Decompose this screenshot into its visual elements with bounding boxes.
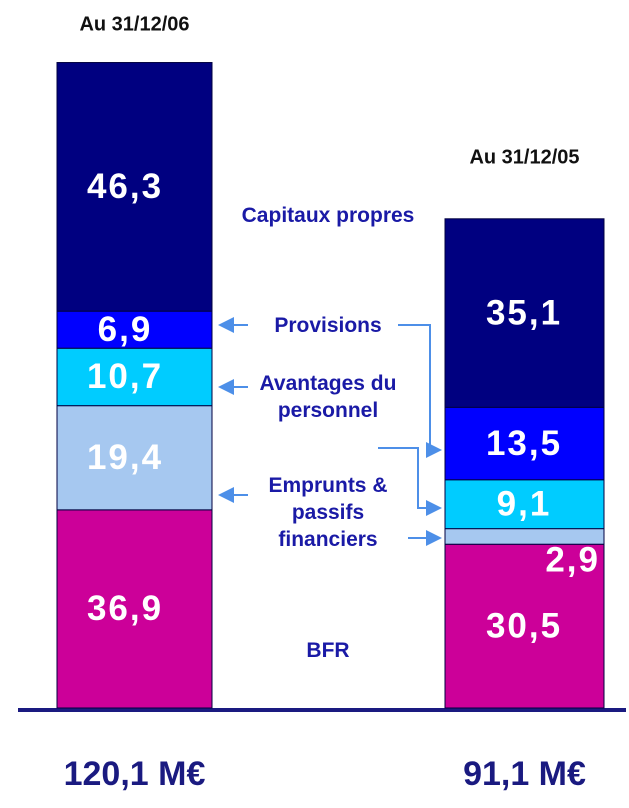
bar-segment: [56, 347, 213, 407]
category-label: Au 31/12/05: [469, 146, 579, 168]
bar-segment: [444, 406, 605, 481]
value-label: 30,5: [486, 606, 562, 645]
bar-segment: [56, 310, 213, 349]
value-label: 9,1: [497, 484, 552, 523]
value-label: 6,9: [98, 310, 153, 349]
bar-segment: [56, 509, 213, 709]
category-label: Au 31/12/06: [79, 13, 189, 35]
bar-segment: [444, 479, 605, 530]
value-label: 13,5: [486, 424, 562, 463]
value-label: 35,1: [486, 293, 562, 332]
legend-label: Provisions: [274, 314, 382, 337]
bar-segment: [56, 62, 213, 312]
total-label: 91,1 M€: [463, 755, 586, 793]
bar-segment: [444, 218, 605, 408]
legend-label: Capitaux propres: [241, 204, 415, 227]
total-label: 120,1 M€: [64, 755, 206, 793]
value-label: 10,7: [87, 357, 163, 396]
value-label: 46,3: [87, 167, 163, 206]
value-label: 2,9: [545, 540, 600, 579]
bar-segment: [444, 543, 605, 709]
arrows: [218, 317, 442, 546]
legend-label: BFR: [306, 639, 350, 662]
legend-label: Avantages du personnel: [259, 372, 397, 422]
bar-segment: [56, 405, 213, 511]
value-label: 19,4: [87, 438, 163, 477]
legend-label: Emprunts & passifs financiers: [268, 474, 388, 551]
value-label: 36,9: [87, 589, 163, 628]
